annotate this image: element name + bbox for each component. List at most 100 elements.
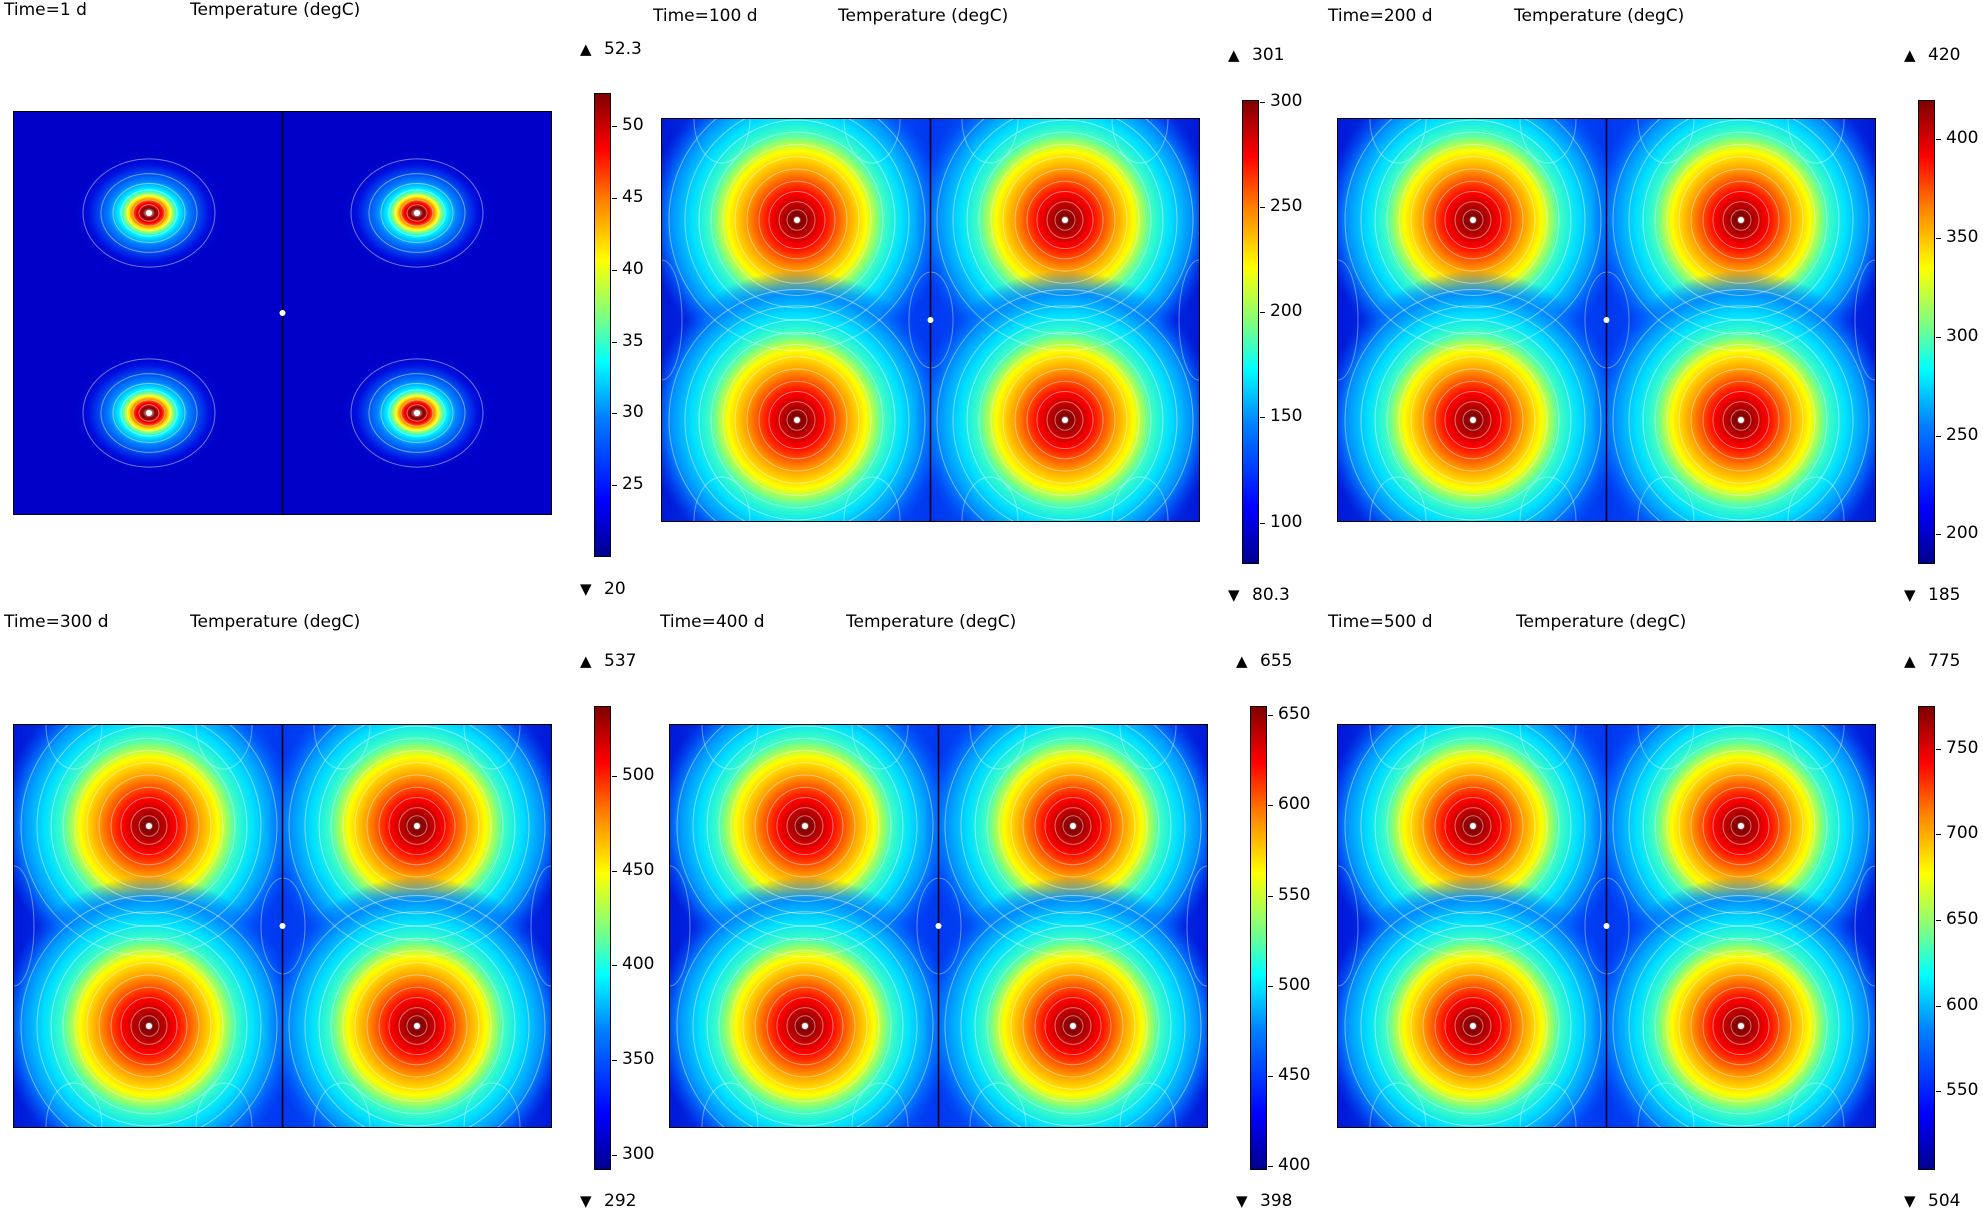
temperature-field xyxy=(1337,724,1876,1128)
time-label: Time=500 d xyxy=(1328,612,1433,632)
time-label: Time=100 d xyxy=(653,6,758,26)
contour-line xyxy=(794,815,816,837)
contour-line xyxy=(1722,401,1760,439)
contour-line xyxy=(378,986,456,1066)
contour-line xyxy=(112,382,186,444)
field-svg xyxy=(14,725,551,1127)
heater-point xyxy=(1062,217,1068,223)
colorbar-tick xyxy=(1268,805,1273,807)
contour-line xyxy=(786,1007,824,1045)
contour-line xyxy=(1730,409,1752,431)
contour-line xyxy=(120,796,178,856)
contour-line xyxy=(126,394,172,432)
heat-source xyxy=(1338,270,1623,521)
contour-line xyxy=(1678,156,1804,284)
contour-line xyxy=(998,750,1148,902)
colorbar-tick-label: 450 xyxy=(1278,1065,1311,1086)
contour-line xyxy=(1712,190,1770,250)
heater-point xyxy=(794,217,800,223)
colorbar xyxy=(594,706,611,1170)
contour-line xyxy=(1628,911,1854,1127)
contour-line xyxy=(692,725,918,941)
contour-line xyxy=(86,762,212,890)
colorbar xyxy=(1918,100,1935,564)
contour-line xyxy=(138,204,160,222)
contour-line xyxy=(304,725,530,941)
colorbar-tick xyxy=(612,341,617,343)
contour-line xyxy=(398,1007,436,1045)
contour-line xyxy=(990,144,1140,296)
heater-point xyxy=(146,823,152,829)
colorbar-tick-label: 350 xyxy=(622,1049,655,1070)
contour-line xyxy=(1666,144,1816,296)
contour-line xyxy=(20,725,278,958)
colorbar-tick-label: 500 xyxy=(622,765,655,786)
probe-point xyxy=(1603,923,1610,929)
contour-line xyxy=(952,119,1178,335)
contour-line xyxy=(710,131,884,309)
contour-line xyxy=(1034,986,1112,1066)
contour-line xyxy=(368,373,466,453)
contour-line xyxy=(1462,815,1484,837)
colorbar-tick xyxy=(612,126,617,128)
heater-point xyxy=(146,1023,152,1029)
contour-line xyxy=(722,144,872,296)
colorbar-min-label: 20 xyxy=(604,579,626,599)
contour-line xyxy=(766,786,844,866)
colorbar xyxy=(1250,706,1267,1170)
contour-line xyxy=(463,1082,521,1127)
max-marker-icon: ▲ xyxy=(1904,652,1916,670)
contour-line xyxy=(1036,190,1094,250)
heater-point xyxy=(414,410,420,416)
contour-line xyxy=(754,974,856,1078)
colorbar-tick xyxy=(1936,435,1941,437)
contour-line xyxy=(1344,725,1602,958)
contour-line xyxy=(313,725,371,770)
contour-line xyxy=(978,331,1152,509)
contour-line xyxy=(110,986,188,1066)
colorbar-tick-label: 35 xyxy=(622,330,644,351)
contour-line xyxy=(776,996,834,1056)
colorbar-tick-label: 650 xyxy=(1946,909,1979,930)
colorbar-tick-label: 300 xyxy=(1946,325,1979,346)
colorbar-tick-label: 200 xyxy=(1946,523,1979,544)
contour-line xyxy=(974,725,1172,927)
heater-point xyxy=(1470,1023,1476,1029)
contour-line xyxy=(378,786,456,866)
contour-line xyxy=(778,401,816,439)
contour-line xyxy=(776,796,834,856)
heater-point xyxy=(1470,417,1476,423)
contour-line xyxy=(718,937,892,1115)
heater-point xyxy=(414,210,420,216)
probe-point xyxy=(279,310,286,316)
contour-line xyxy=(195,725,253,770)
contour-line xyxy=(1111,119,1169,164)
contour-line xyxy=(138,1015,160,1037)
colorbar-tick xyxy=(1936,336,1941,338)
contour-line xyxy=(388,189,446,237)
colorbar-min-label: 185 xyxy=(1928,585,1961,605)
contour-line xyxy=(1637,119,1695,164)
contour-line xyxy=(966,119,1164,321)
contour-line xyxy=(1046,401,1084,439)
contour-line xyxy=(1386,131,1560,309)
colorbar-tick xyxy=(612,776,617,778)
colorbar-tick xyxy=(1260,522,1265,524)
colorbar-tick xyxy=(1936,1091,1941,1093)
contour-line xyxy=(786,807,824,845)
plot-title: Temperature (degC) xyxy=(190,612,361,632)
contour-line xyxy=(98,774,200,878)
contour-line xyxy=(100,373,198,453)
contour-line xyxy=(1666,950,1816,1102)
contour-line xyxy=(768,390,826,450)
contour-line xyxy=(693,119,751,164)
contour-line xyxy=(195,1082,253,1127)
contour-line xyxy=(120,996,178,1056)
contour-line xyxy=(1454,201,1492,239)
colorbar-tick xyxy=(1936,920,1941,922)
contour-line xyxy=(701,1082,759,1127)
contour-line xyxy=(530,865,551,987)
colorbar-tick-label: 150 xyxy=(1270,406,1303,427)
contour-line xyxy=(1654,131,1828,309)
colorbar-min-label: 504 xyxy=(1928,1191,1961,1211)
